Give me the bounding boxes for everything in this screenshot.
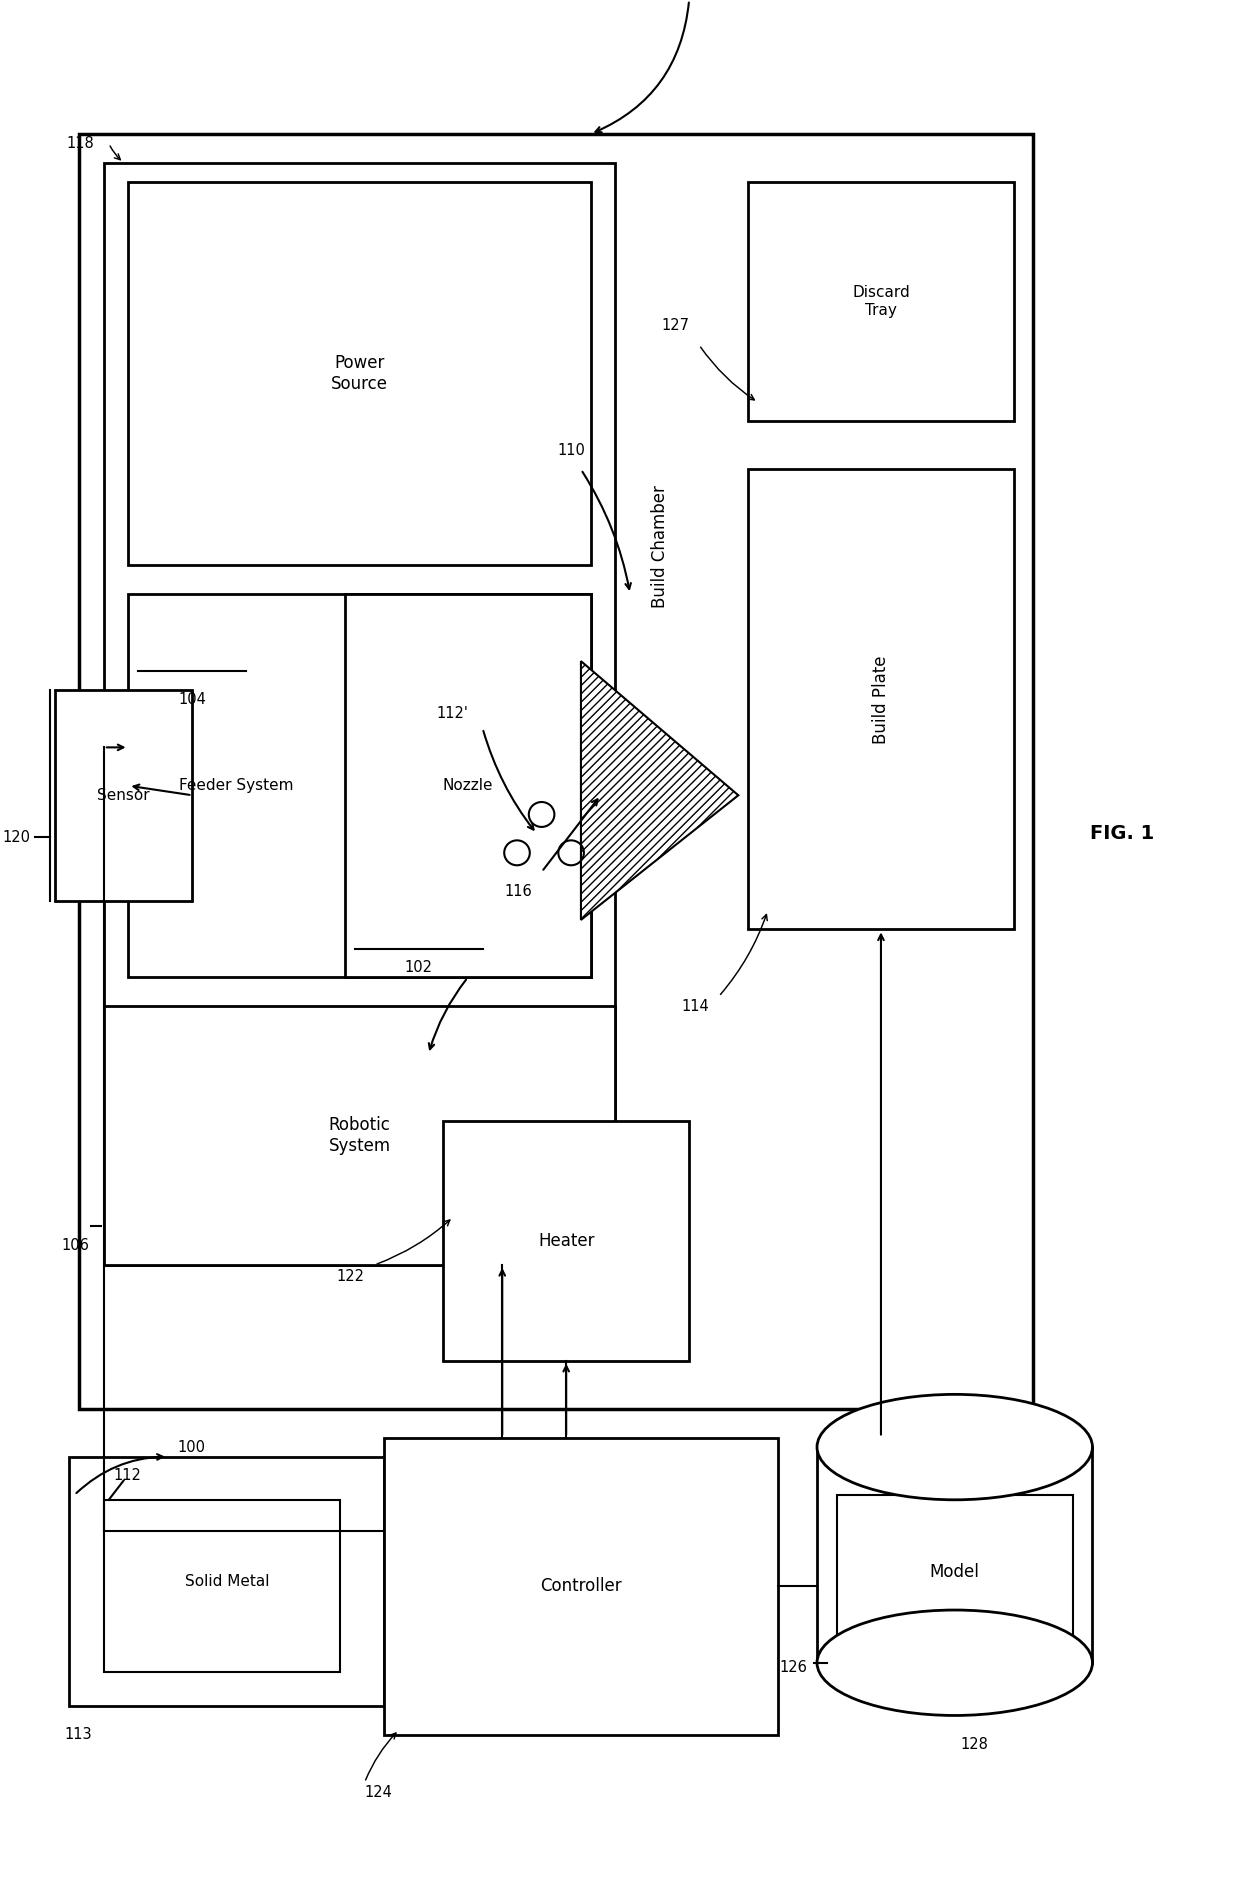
Bar <box>443 1121 689 1361</box>
Ellipse shape <box>817 1610 1092 1716</box>
Text: 124: 124 <box>365 1784 392 1799</box>
Text: 112: 112 <box>114 1469 141 1484</box>
Text: Discard
Tray: Discard Tray <box>852 285 910 317</box>
Text: Build Chamber: Build Chamber <box>651 485 668 608</box>
Bar <box>55 689 192 901</box>
Bar <box>69 1458 384 1707</box>
Bar <box>837 1495 1073 1648</box>
Text: 127: 127 <box>661 319 689 332</box>
Text: 104: 104 <box>179 693 206 706</box>
Text: 128: 128 <box>961 1737 988 1752</box>
Text: Power
Source: Power Source <box>331 355 388 393</box>
Text: 118: 118 <box>66 136 94 151</box>
Bar <box>104 1006 615 1265</box>
Text: Feeder System: Feeder System <box>180 778 294 793</box>
Ellipse shape <box>817 1395 1092 1499</box>
Text: Model: Model <box>930 1563 980 1580</box>
Text: 110: 110 <box>557 444 585 457</box>
Bar <box>104 1499 340 1673</box>
Text: 126: 126 <box>779 1660 807 1675</box>
Text: Robotic
System: Robotic System <box>329 1116 391 1155</box>
Bar <box>79 134 1033 1408</box>
Bar <box>748 181 1014 421</box>
Bar <box>104 162 615 1265</box>
Polygon shape <box>582 661 738 919</box>
Text: 116: 116 <box>503 884 532 899</box>
Text: 114: 114 <box>681 999 709 1014</box>
Bar <box>345 595 590 978</box>
Bar <box>748 470 1014 929</box>
Text: 120: 120 <box>2 831 30 846</box>
Bar <box>129 595 590 978</box>
Text: Sensor: Sensor <box>97 787 150 802</box>
Text: Controller: Controller <box>541 1576 621 1595</box>
Text: 122: 122 <box>336 1269 365 1284</box>
Bar <box>129 181 590 565</box>
Text: 106: 106 <box>61 1239 89 1254</box>
Text: 102: 102 <box>404 961 433 976</box>
Text: Heater: Heater <box>538 1233 594 1250</box>
Text: 100: 100 <box>177 1439 206 1454</box>
Text: FIG. 1: FIG. 1 <box>1090 825 1154 844</box>
Text: Solid Metal: Solid Metal <box>185 1575 269 1590</box>
Text: 113: 113 <box>64 1728 92 1743</box>
Bar <box>384 1437 777 1735</box>
Text: 112': 112' <box>436 706 467 721</box>
Text: Nozzle: Nozzle <box>443 778 494 793</box>
Text: Build Plate: Build Plate <box>872 655 890 744</box>
